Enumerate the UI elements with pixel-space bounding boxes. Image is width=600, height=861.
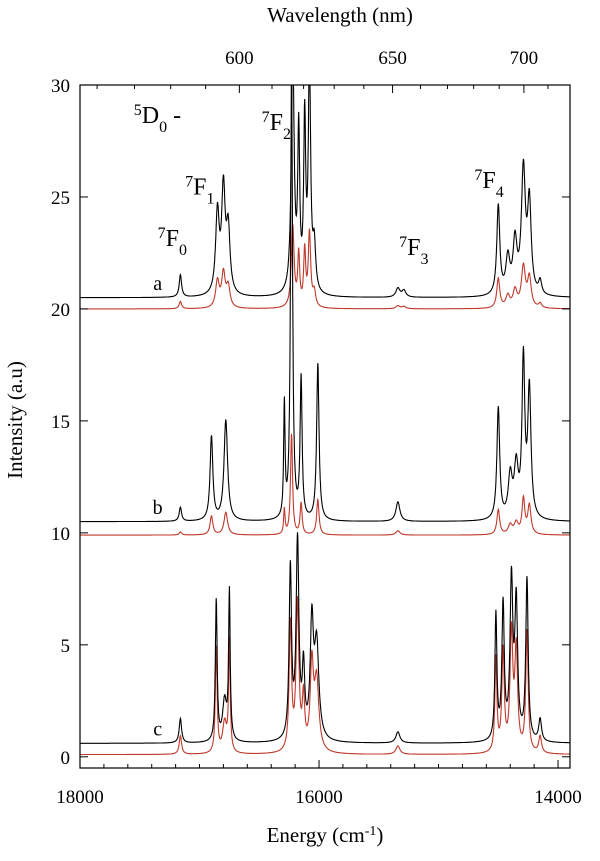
- series-a-red: [80, 224, 570, 310]
- x-tick-label: 16000: [295, 787, 343, 808]
- transition-label-index: 0: [159, 119, 167, 136]
- y-tick-label: 5: [61, 636, 71, 657]
- transition-label-index: 2: [283, 125, 291, 142]
- curves: [80, 85, 570, 756]
- curve-label-c: c: [153, 719, 162, 741]
- transition-label-term: F: [270, 110, 283, 136]
- transition-label-tail: -: [167, 103, 181, 129]
- x-axis-title-sup: -1: [365, 824, 377, 839]
- plot-area: [80, 85, 570, 756]
- series-b-red: [80, 433, 570, 536]
- x-axis-title: Energy (cm-1): [267, 823, 384, 847]
- curve-label-a: a: [153, 273, 162, 295]
- curve-label-b: b: [153, 497, 163, 519]
- series-c-black: [80, 532, 570, 744]
- transition-label: 7F1: [185, 173, 214, 207]
- y-tick-label: 25: [51, 188, 70, 209]
- transition-label-index: 4: [496, 184, 504, 201]
- x-axis-title-base: Energy (cm: [267, 823, 365, 847]
- series-a-black: [80, 85, 570, 299]
- y-tick-label: 30: [51, 76, 70, 97]
- transition-label-term: F: [407, 235, 420, 261]
- y-tick-label: 20: [51, 300, 70, 321]
- transition-label-index: 0: [179, 242, 187, 259]
- x-tick-label: 14000: [534, 787, 582, 808]
- y-axis-title: Intensity (a.u): [3, 361, 27, 479]
- y-tick-label: 15: [51, 412, 70, 433]
- transition-label: 7F2: [262, 108, 291, 142]
- top-axis-title: Wavelength (nm): [267, 3, 413, 27]
- top-tick-label: 600: [225, 48, 254, 69]
- transition-label-multiplicity: 7: [185, 173, 193, 190]
- transition-label-multiplicity: 7: [399, 234, 407, 251]
- transition-label-term: F: [482, 168, 495, 194]
- transition-label-term: F: [193, 175, 206, 201]
- transition-label: 5D0 -: [134, 102, 181, 136]
- plot-frame: [79, 84, 571, 769]
- transition-label-multiplicity: 7: [474, 167, 482, 184]
- x-tick-label: 18000: [56, 787, 104, 808]
- series-b-black: [80, 85, 570, 523]
- top-tick-label: 650: [378, 48, 407, 69]
- y-tick-label: 10: [51, 524, 70, 545]
- transition-label-term: F: [166, 226, 179, 252]
- transition-label-multiplicity: 7: [262, 108, 270, 125]
- x-axis-title-close: ): [376, 823, 383, 847]
- series-c-red: [80, 596, 570, 756]
- transition-label-multiplicity: 5: [134, 102, 142, 119]
- y-tick-label: 0: [61, 748, 71, 769]
- transition-label: 7F0: [158, 225, 187, 259]
- transition-label-term: D: [142, 103, 159, 129]
- transition-label-multiplicity: 7: [158, 225, 166, 242]
- transition-label: 7F3: [399, 234, 428, 268]
- transition-label-index: 3: [420, 251, 428, 268]
- top-tick-label: 700: [510, 48, 539, 69]
- transition-label: 7F4: [474, 167, 503, 201]
- transition-label-index: 1: [207, 190, 215, 207]
